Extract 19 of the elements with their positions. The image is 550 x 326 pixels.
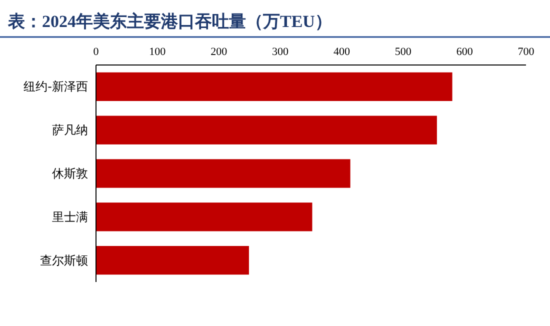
- x-tick-label: 200: [210, 46, 228, 58]
- y-tick-label: 里士满: [52, 210, 88, 224]
- bar: [96, 72, 452, 102]
- bar: [96, 202, 312, 232]
- x-tick-label: 300: [272, 46, 290, 58]
- y-tick-label: 休斯敦: [52, 166, 88, 180]
- chart-title: 表：2024年美东主要港口吞吐量（万TEU）: [7, 12, 332, 31]
- bar: [96, 116, 437, 144]
- y-tick-label: 萨凡纳: [52, 123, 88, 138]
- bar: [96, 159, 350, 188]
- x-tick-label: 500: [394, 46, 412, 58]
- x-tick-label: 100: [149, 46, 166, 58]
- x-tick-label: 700: [518, 46, 535, 58]
- x-tick-label: 400: [333, 46, 350, 58]
- x-tick-label: 600: [456, 46, 474, 58]
- y-tick-label: 纽约-新泽西: [24, 80, 88, 94]
- y-tick-label: 查尔斯顿: [40, 253, 88, 268]
- bar: [96, 246, 249, 275]
- x-tick-label: 0: [93, 46, 100, 58]
